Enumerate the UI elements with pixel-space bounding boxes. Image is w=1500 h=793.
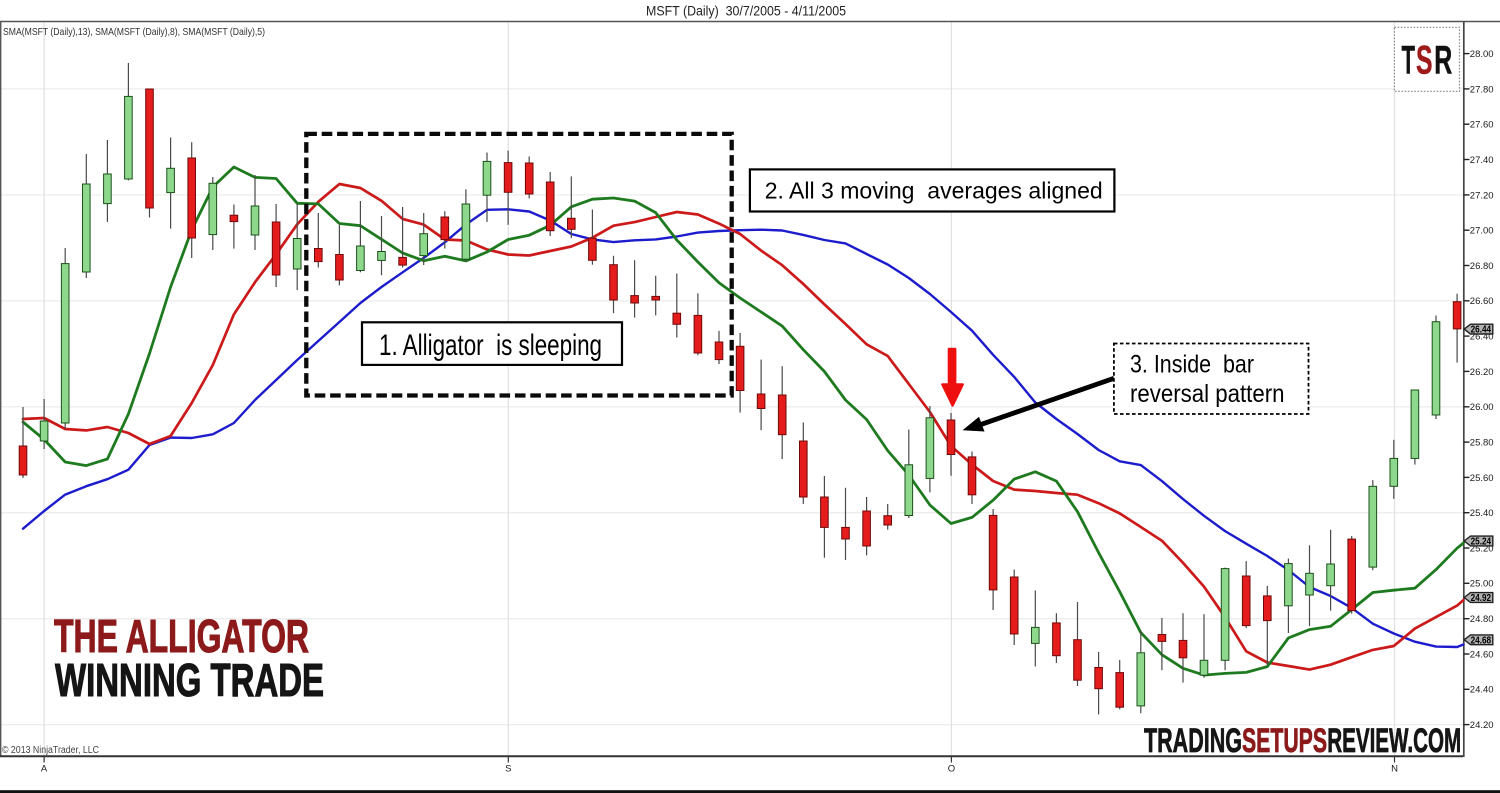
svg-text:25.20: 25.20 xyxy=(1470,543,1494,554)
svg-text:26.40: 26.40 xyxy=(1470,332,1494,343)
svg-text:T: T xyxy=(1402,39,1416,83)
svg-text:A: A xyxy=(41,764,48,775)
svg-text:SETUPS: SETUPS xyxy=(1242,722,1327,760)
svg-text:24.92: 24.92 xyxy=(1471,593,1492,604)
svg-text:24.60: 24.60 xyxy=(1470,649,1494,660)
svg-text:TRADING: TRADING xyxy=(1144,722,1242,760)
svg-text:MSFT (Daily) 30/7/2005 - 4/11: MSFT (Daily) 30/7/2005 - 4/11/2005 xyxy=(646,3,846,19)
svg-text:© 2013 NinjaTrader, LLC: © 2013 NinjaTrader, LLC xyxy=(2,745,99,756)
svg-text:26.00: 26.00 xyxy=(1470,402,1494,413)
svg-text:26.80: 26.80 xyxy=(1470,261,1494,272)
svg-text:27.80: 27.80 xyxy=(1470,84,1494,95)
svg-text:26.44: 26.44 xyxy=(1471,325,1492,336)
svg-text:O: O xyxy=(948,764,955,775)
svg-text:26.60: 26.60 xyxy=(1470,296,1494,307)
svg-text:26.20: 26.20 xyxy=(1470,367,1494,378)
svg-text:24.40: 24.40 xyxy=(1470,685,1494,696)
svg-text:S: S xyxy=(505,764,511,775)
svg-text:1. Alligator is sleeping: 1. Alligator is sleeping xyxy=(379,329,602,362)
svg-text:THE ALLIGATOR: THE ALLIGATOR xyxy=(54,610,309,662)
svg-text:24.80: 24.80 xyxy=(1470,614,1494,625)
svg-text:27.00: 27.00 xyxy=(1470,226,1494,237)
svg-text:25.40: 25.40 xyxy=(1470,508,1494,519)
svg-text:25.24: 25.24 xyxy=(1471,537,1492,548)
svg-text:25.00: 25.00 xyxy=(1470,579,1494,590)
svg-text:25.80: 25.80 xyxy=(1470,438,1494,449)
svg-text:SMA(MSFT (Daily),13), SMA(MSFT: SMA(MSFT (Daily),13), SMA(MSFT (Daily),8… xyxy=(3,27,265,38)
svg-text:25.60: 25.60 xyxy=(1470,473,1494,484)
svg-text:27.40: 27.40 xyxy=(1470,155,1494,166)
svg-text:28.00: 28.00 xyxy=(1470,49,1494,60)
svg-text:reversal pattern: reversal pattern xyxy=(1130,380,1285,408)
svg-text:S: S xyxy=(1416,39,1433,83)
svg-text:27.60: 27.60 xyxy=(1470,120,1494,131)
svg-text:3. Inside bar: 3. Inside bar xyxy=(1130,351,1254,379)
svg-text:WINNING TRADE: WINNING TRADE xyxy=(55,654,324,706)
svg-text:24.20: 24.20 xyxy=(1470,720,1494,731)
svg-text:2. All 3 moving averages alig: 2. All 3 moving averages aligned xyxy=(765,178,1103,204)
svg-text:N: N xyxy=(1391,764,1398,775)
svg-text:27.20: 27.20 xyxy=(1470,190,1494,201)
svg-text:REVIEW.COM: REVIEW.COM xyxy=(1327,722,1461,760)
svg-text:R: R xyxy=(1434,39,1452,83)
svg-text:24.68: 24.68 xyxy=(1471,635,1492,646)
